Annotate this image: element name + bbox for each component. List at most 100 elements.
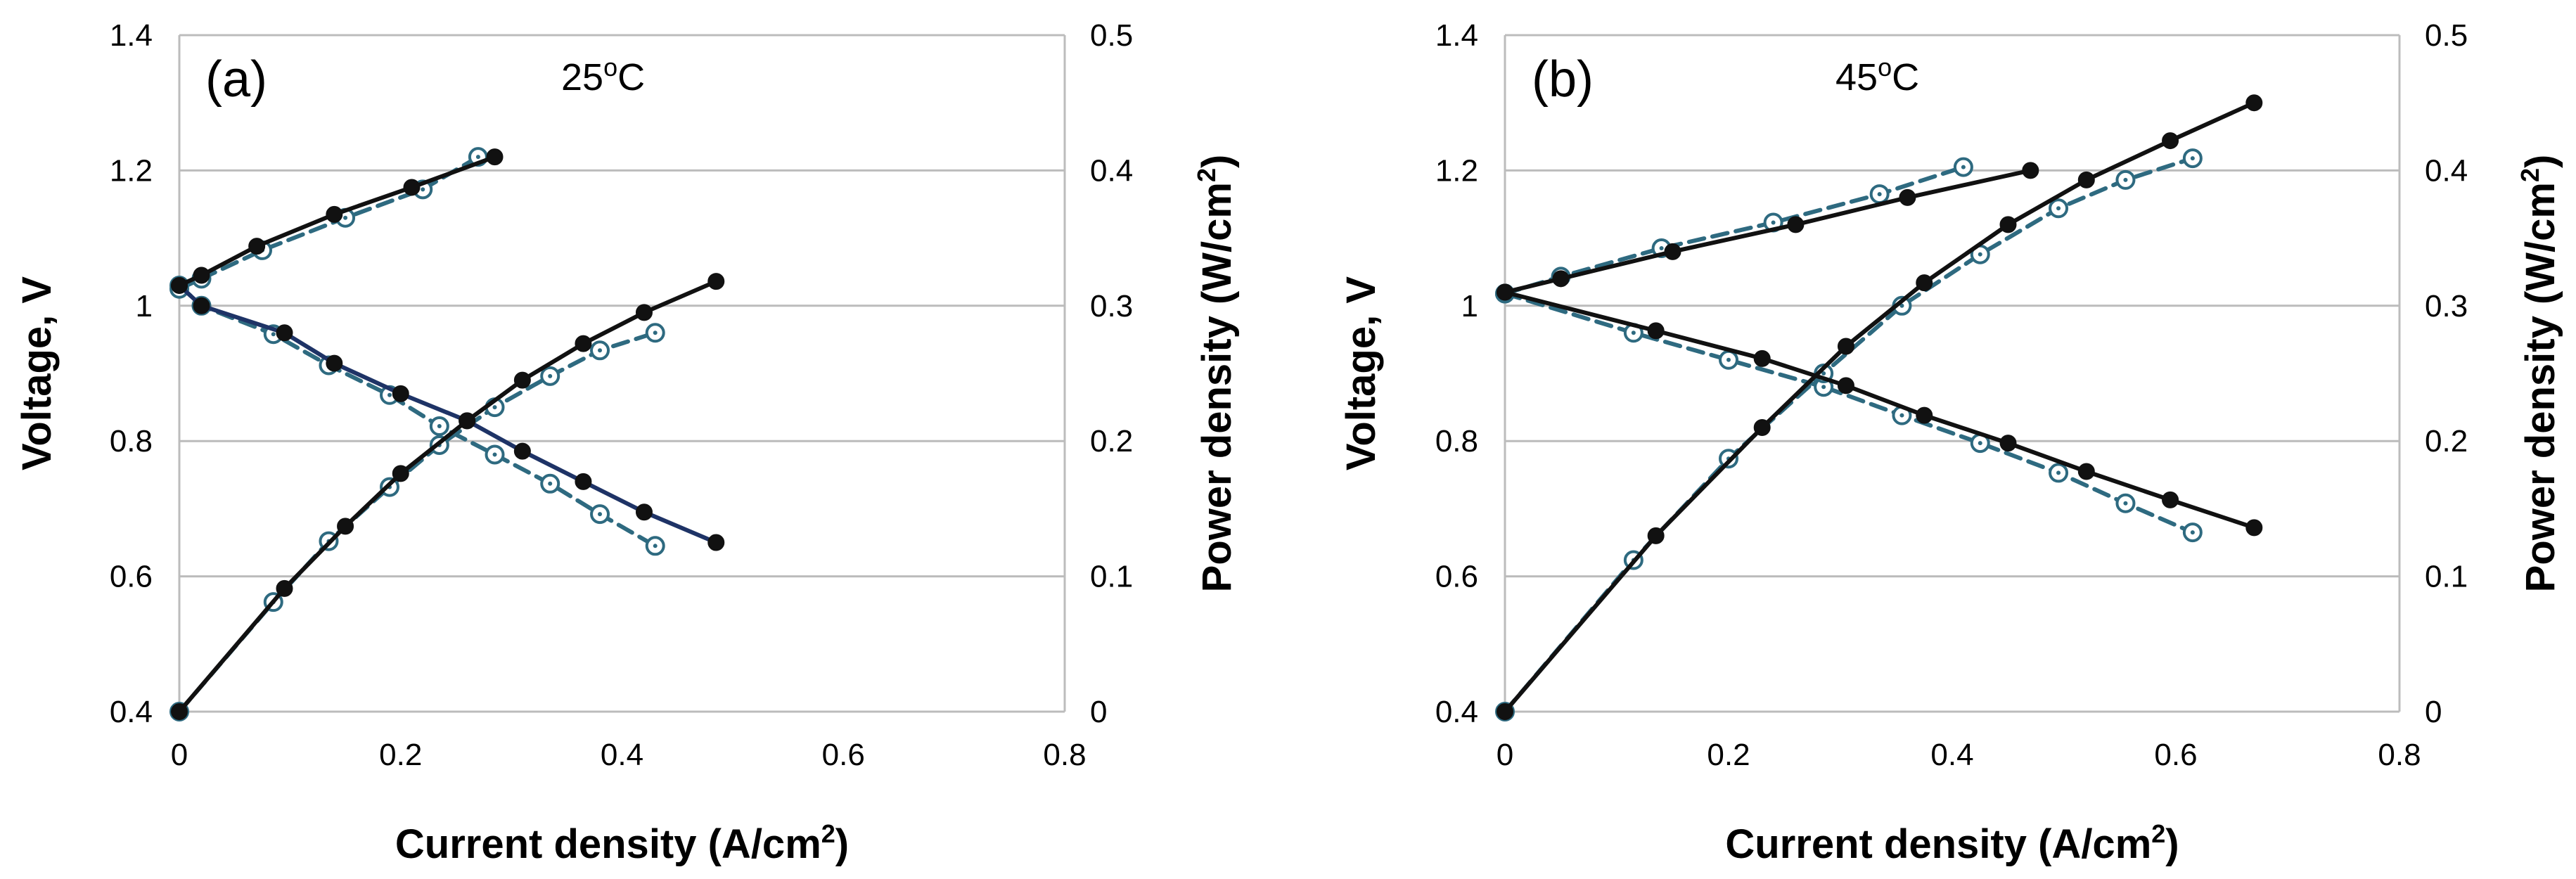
y-axis-right-title: Power density (W/cm2) (2516, 155, 2563, 593)
data-point (513, 442, 531, 460)
series-line-power-solid (177, 279, 719, 714)
data-point (326, 205, 343, 223)
y-right-tick-label: 0.5 (1090, 18, 1133, 53)
data-point (1647, 322, 1665, 340)
y-left-tick-label: 1 (136, 289, 153, 323)
y-left-tick-label: 0.8 (110, 424, 153, 458)
data-point-center (2190, 156, 2195, 161)
data-point-center (475, 155, 480, 160)
x-tick-label: 0.4 (1930, 738, 1973, 772)
data-point (2022, 162, 2039, 179)
data-point (1647, 527, 1665, 544)
data-point (2245, 94, 2263, 112)
data-point-center (1631, 331, 1636, 335)
y-axis-right-title-close: ) (2518, 155, 2563, 168)
data-point (1753, 418, 1771, 436)
data-point (276, 324, 293, 342)
series-line-voltage-dashed (177, 283, 658, 548)
data-point-center (1726, 357, 1731, 362)
chart-panel-b: 0.4 0.6 0.8 1 1.2 1.4 0 0.1 0.2 0.3 0.4 0.5 0 0.2 0.4 0… (1338, 18, 2563, 867)
data-point (1552, 270, 1570, 288)
y-left-tick-label: 1.4 (110, 18, 153, 53)
series-line-upper-solid (1503, 168, 2033, 295)
data-point (707, 273, 725, 290)
data-point-center (548, 373, 553, 378)
y-right-tick-label: 0.1 (1090, 560, 1133, 594)
data-point-center (271, 332, 276, 337)
data-point-center (548, 481, 553, 486)
data-point (2162, 491, 2179, 508)
x-axis-title-main: Current density (A/cm (1725, 821, 2151, 867)
data-point (193, 297, 210, 314)
y-axis-right-title-main: Power density (W/cm (2518, 182, 2563, 592)
y-axis-right-title-close: ) (1194, 155, 1240, 168)
x-axis-title-sup: 2 (2151, 819, 2165, 848)
data-point (403, 179, 421, 196)
y-right-tick-label: 0.5 (2425, 18, 2468, 53)
temperature-unit: C (617, 56, 645, 98)
data-point (1899, 188, 1916, 206)
y-right-tick-label: 0.4 (1090, 153, 1133, 188)
series-power-solid (171, 273, 725, 720)
data-point (171, 703, 188, 720)
data-point (459, 412, 476, 430)
y-left-tick-label: 1.4 (1435, 18, 1478, 53)
x-tick-label: 0.4 (601, 738, 643, 772)
data-point-center (437, 424, 442, 429)
data-point-center (492, 405, 497, 410)
temperature-label: 45oC (1835, 53, 1919, 98)
y-left-tick-label: 0.8 (1435, 424, 1478, 458)
x-tick-label: 0.2 (379, 738, 422, 772)
data-point-center (421, 187, 425, 192)
data-point-center (598, 512, 603, 517)
data-point (1837, 377, 1854, 394)
data-point (2077, 171, 2095, 188)
x-axis-title: Current density (A/cm2) (1725, 819, 2179, 867)
data-point-center (1821, 371, 1826, 376)
x-tick-label: 0 (171, 738, 188, 772)
y-right-tick-label: 0.3 (1090, 289, 1133, 323)
data-point-center (1821, 385, 1826, 390)
data-point-center (1899, 303, 1904, 308)
y-left-tick-label: 1.2 (1435, 153, 1478, 188)
data-point (337, 518, 354, 535)
data-point-center (2056, 470, 2061, 475)
data-point (1916, 406, 1933, 424)
y-axis-right-title-sup: 2 (1192, 168, 1221, 182)
data-point (707, 534, 725, 551)
y-right-tick-label: 0.4 (2425, 153, 2468, 188)
temperature-degree: o (1878, 53, 1892, 82)
x-tick-label: 0.8 (2378, 738, 2421, 772)
y-axis-left-title: Voltage, V (14, 276, 60, 470)
data-point (1753, 349, 1771, 367)
data-point (513, 371, 531, 389)
data-point-center (653, 544, 658, 548)
data-point-center (492, 452, 497, 457)
data-point (2162, 132, 2179, 150)
data-point (1497, 703, 1513, 720)
temperature-label: 25oC (561, 53, 645, 98)
data-point (575, 335, 592, 352)
y-left-tick-label: 0.4 (1435, 695, 1478, 729)
x-axis-title-sup: 2 (821, 819, 835, 848)
data-point-center (1877, 192, 1882, 197)
data-point (575, 473, 592, 490)
data-point (1787, 216, 1805, 233)
series-line-voltage-dashed (1503, 291, 2195, 535)
data-point (276, 579, 293, 597)
y-right-tick-label: 0.2 (1090, 424, 1133, 458)
y-axis-right-title-sup: 2 (2516, 168, 2544, 182)
x-tick-label: 0.6 (2154, 738, 2197, 772)
y-left-tick-label: 1 (1461, 289, 1478, 323)
chart-panel-a: 0.4 0.6 0.8 1 1.2 1.4 0 0.1 0.2 0.3 0.4 0.5 0 0.2 0.4 0… (14, 18, 1240, 867)
data-point-center (598, 348, 603, 353)
temperature-value: 25 (561, 56, 603, 98)
data-point (2077, 463, 2095, 480)
data-point (1837, 338, 1854, 355)
series-line-voltage-solid (177, 283, 719, 545)
data-point (392, 385, 409, 402)
data-point-center (2123, 501, 2128, 506)
series-line-power-dashed (1503, 156, 2195, 714)
data-point-center (2123, 177, 2128, 182)
